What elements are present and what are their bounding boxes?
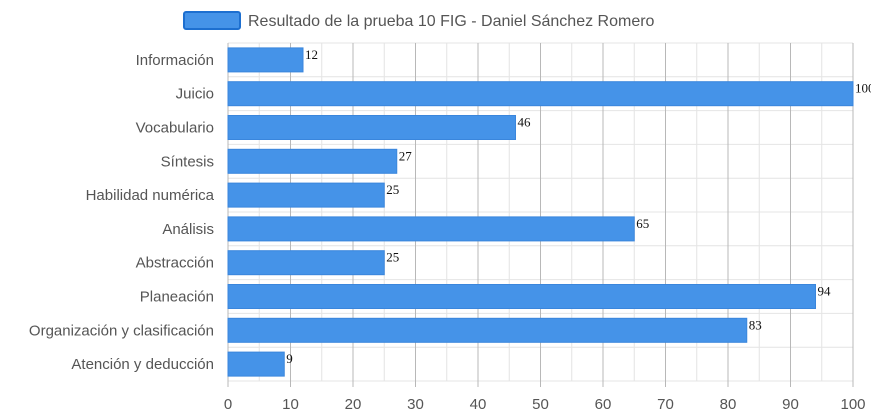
bar <box>227 351 285 377</box>
category-label: Organización y clasificación <box>29 322 214 339</box>
bar <box>227 115 516 140</box>
category-label: Atención y deducción <box>71 356 214 373</box>
data-label: 65 <box>636 216 649 231</box>
bar <box>227 250 385 276</box>
category-label: Juicio <box>176 86 214 103</box>
data-label: 94 <box>818 284 832 299</box>
data-label: 25 <box>386 182 399 197</box>
bar <box>227 148 398 174</box>
category-label: Habilidad numérica <box>86 187 215 204</box>
bar <box>227 317 748 343</box>
data-label: 27 <box>399 148 413 163</box>
legend-swatch <box>183 11 241 30</box>
category-label: Planeación <box>140 289 214 306</box>
x-tick-label: 80 <box>720 396 737 413</box>
legend-label: Resultado de la prueba 10 FIG - Daniel S… <box>248 13 655 30</box>
legend: Resultado de la prueba 10 FIG - Daniel S… <box>183 11 655 30</box>
category-label: Síntesis <box>161 153 214 170</box>
x-tick-label: 50 <box>532 396 549 413</box>
bar <box>227 81 854 107</box>
x-tick-label: 100 <box>840 396 865 413</box>
category-label: Análisis <box>162 221 214 238</box>
category-label: Información <box>136 52 214 69</box>
x-tick-label: 90 <box>782 396 799 413</box>
bar <box>227 182 385 208</box>
bar <box>227 284 816 309</box>
category-labels: Información Juicio Vocabulario Síntesis Habi… <box>29 52 215 373</box>
bar <box>227 47 304 73</box>
bars <box>227 47 854 377</box>
x-tick-label: 70 <box>657 396 674 413</box>
data-label: 100 <box>855 81 871 96</box>
x-tick-label: 60 <box>595 396 612 413</box>
x-tick-label: 20 <box>345 396 362 413</box>
category-label: Abstracción <box>136 255 214 272</box>
x-tick-label: 40 <box>470 396 487 413</box>
category-label: Vocabulario <box>136 120 214 137</box>
data-label: 25 <box>386 250 399 265</box>
data-label: 12 <box>305 47 318 62</box>
x-tick-label: 10 <box>282 396 299 413</box>
data-labels: 12 100 46 27 25 65 25 94 83 9 <box>286 47 871 366</box>
x-tick-label: 30 <box>407 396 424 413</box>
data-label: 9 <box>286 351 293 366</box>
x-axis-tick-labels: 0 10 20 30 40 50 60 70 80 90 100 <box>224 396 866 413</box>
bar <box>227 216 635 242</box>
data-label: 83 <box>749 317 762 332</box>
x-tick-label: 0 <box>224 396 232 413</box>
data-label: 46 <box>518 115 532 130</box>
